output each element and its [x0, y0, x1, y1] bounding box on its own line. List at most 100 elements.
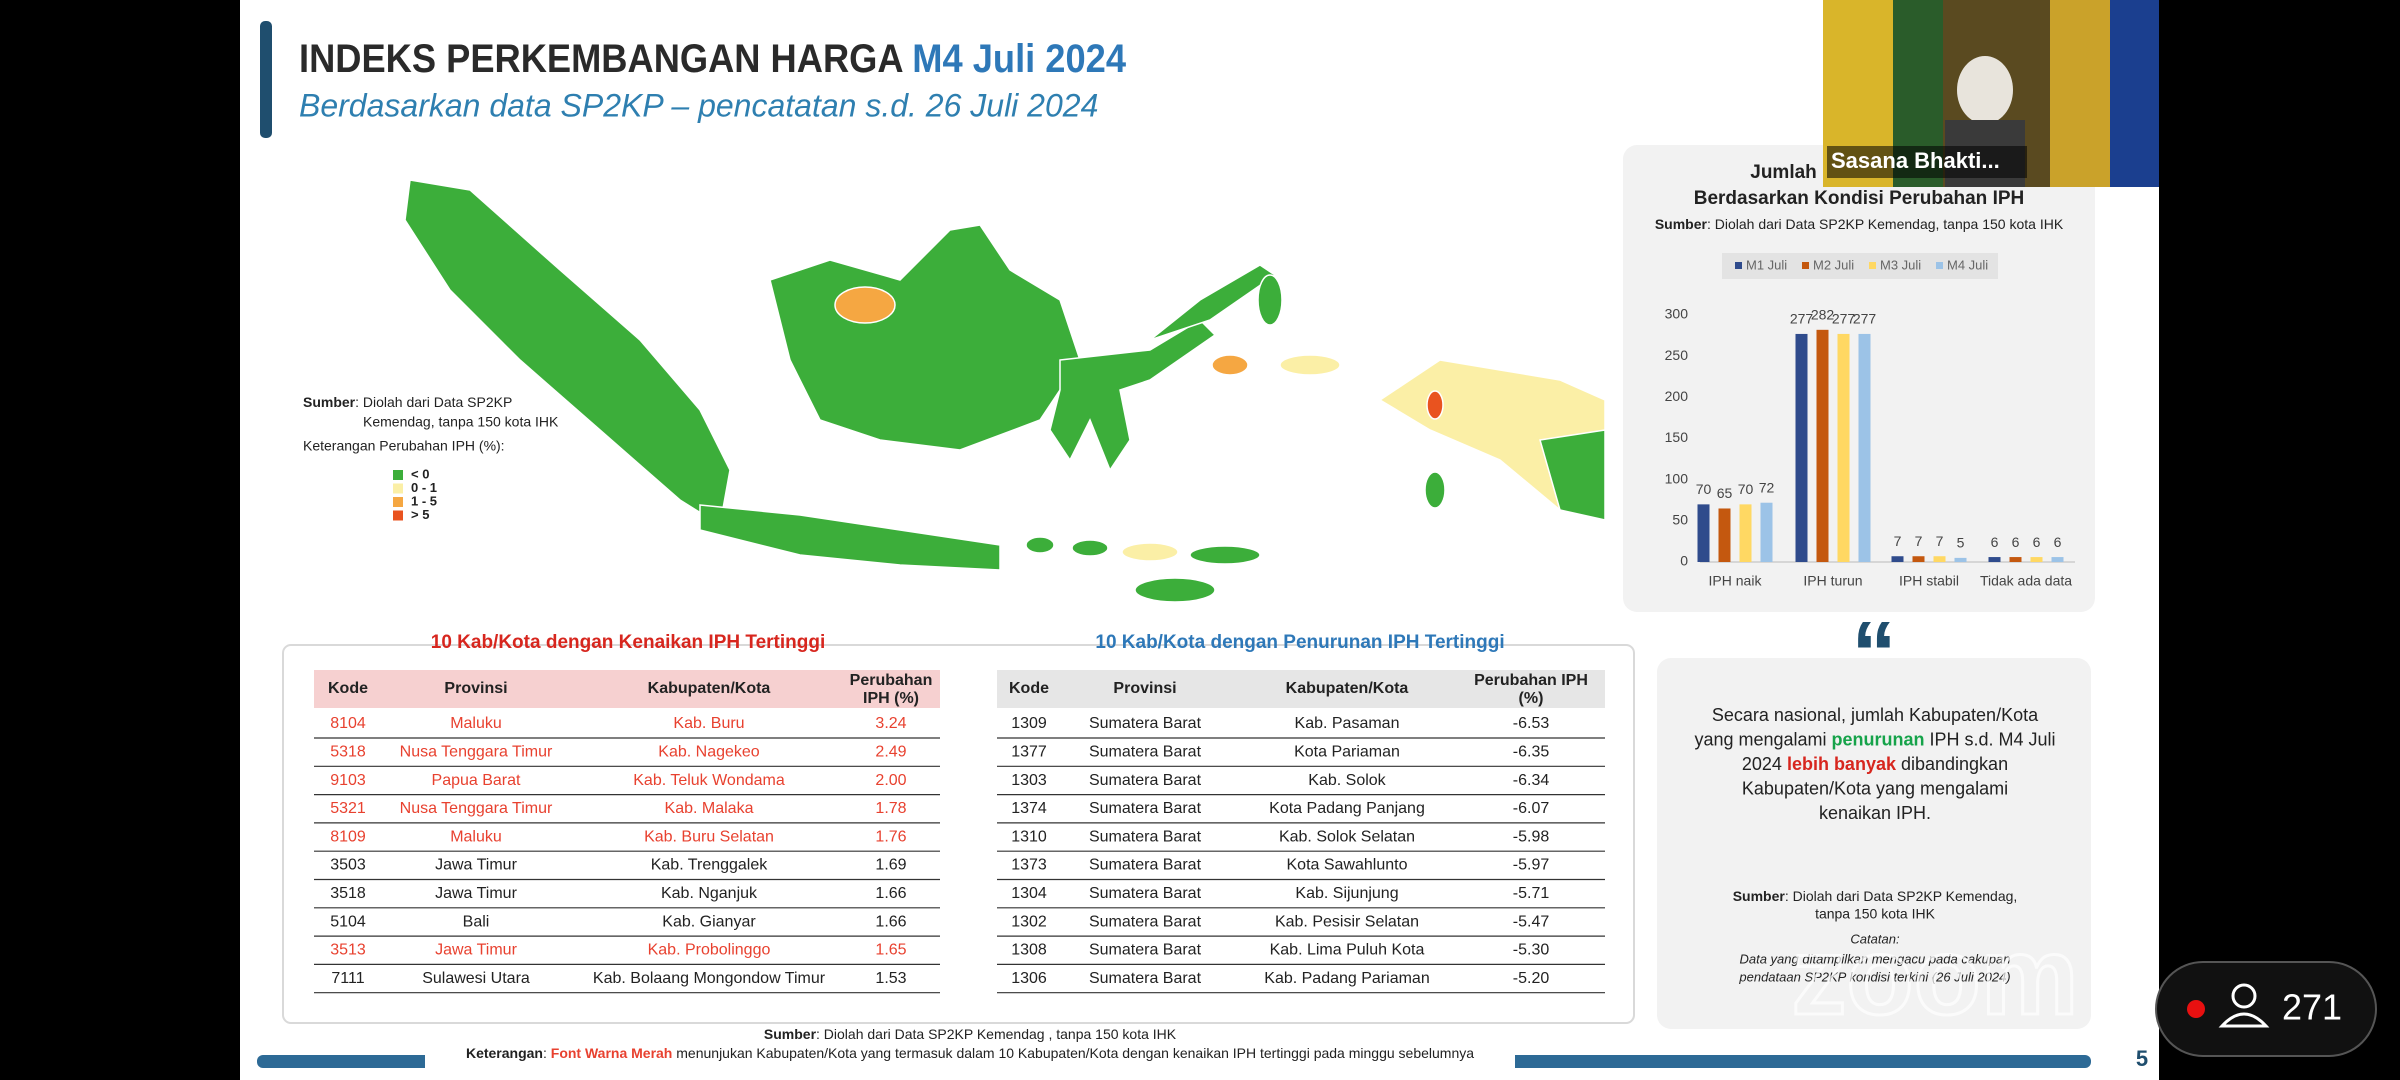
legend-swatch — [393, 510, 403, 521]
legend-label: M1 Juli — [1746, 257, 1787, 272]
table-cell: 1373 — [1011, 857, 1047, 874]
table-cell: 3518 — [330, 885, 366, 902]
table-cell: 1377 — [1011, 744, 1047, 761]
note-panel — [1657, 658, 2091, 1029]
table-cell: Nusa Tenggara Timur — [400, 800, 553, 817]
table-cell: 1374 — [1011, 800, 1047, 817]
y-tick-label: 0 — [1680, 553, 1688, 569]
footer-keterangan-part: Font Warna Merah — [551, 1045, 673, 1061]
participant-count[interactable]: 271 — [2282, 987, 2342, 1028]
table-cell: 8109 — [330, 828, 366, 845]
video-person — [1957, 56, 2013, 124]
slide-subtitle: Berdasarkan data SP2KP – pencatatan s.d.… — [299, 87, 1098, 123]
table-cell: -5.97 — [1513, 857, 1550, 874]
title-main: INDEKS PERKEMBANGAN HARGA — [299, 37, 912, 81]
name-label-bg — [1827, 146, 2027, 178]
bar — [1954, 557, 1967, 562]
y-tick-label: 200 — [1665, 388, 1689, 404]
table-header: Kode — [328, 680, 368, 697]
bar-value-label: 7 — [1915, 533, 1923, 549]
bar — [1933, 556, 1946, 562]
table-header: Provinsi — [1113, 680, 1176, 697]
table-cell: 1310 — [1011, 828, 1047, 845]
note-catatan: Catatan: — [1850, 931, 1900, 946]
table-cell: -5.98 — [1513, 828, 1550, 845]
bar-chart: Sumber: Diolah dari Data SP2KP Kemendag,… — [1655, 216, 2075, 589]
note-line-part: Kabupaten/Kota yang mengalami — [1742, 778, 2008, 798]
table-header: (%) — [1519, 690, 1544, 707]
bar-value-label: 282 — [1811, 307, 1835, 323]
recording-dot — [2187, 1000, 2205, 1018]
table-cell: Jawa Timur — [435, 885, 517, 902]
table-cell: 2.49 — [875, 744, 906, 761]
legend-swatch — [393, 470, 403, 480]
table-cell: 1.69 — [875, 857, 906, 874]
table-cell: Kota Pariaman — [1294, 744, 1400, 761]
map-legend: Sumber: Diolah dari Data SP2KP Kemendag, … — [303, 394, 559, 522]
map-source: Kemendag, tanpa 150 kota IHK — [363, 414, 559, 430]
y-tick-label: 100 — [1665, 470, 1689, 486]
legend-label: 1 - 5 — [411, 493, 437, 508]
note-line-part: 2024 — [1742, 754, 1787, 774]
table-cell: Kota Padang Panjang — [1269, 800, 1425, 817]
map-sulawesi-north — [1149, 264, 1277, 341]
bar — [1837, 333, 1850, 562]
table-header-bg — [314, 670, 940, 708]
bar — [1816, 329, 1829, 562]
footer-source: Sumber: Diolah dari Data SP2KP Kemendag … — [764, 1026, 1177, 1042]
map-region-orange — [834, 286, 896, 324]
table-cell: -6.35 — [1513, 744, 1550, 761]
table-cell: 1.78 — [875, 800, 906, 817]
table-cell: Kab. Padang Pariaman — [1264, 970, 1429, 987]
tables-panel — [282, 644, 1635, 1024]
bar-value-label: 6 — [2012, 534, 2020, 550]
footer-source-part: : Diolah dari Data SP2KP Kemendag , tanp… — [816, 1026, 1177, 1042]
table-cell: Sumatera Barat — [1089, 970, 1202, 987]
table-cell: -5.47 — [1513, 913, 1550, 930]
y-tick-label: 250 — [1665, 347, 1689, 363]
note-line: Secara nasional, jumlah Kabupaten/Kota — [1712, 705, 2039, 725]
note-line: yang mengalami penurunan IPH s.d. M4 Jul… — [1694, 729, 2055, 749]
person-icon — [2218, 1012, 2270, 1028]
bar — [2051, 557, 2064, 562]
note-line-part: yang mengalami — [1694, 729, 1831, 749]
table-cell: -5.71 — [1513, 885, 1550, 902]
bar — [1739, 504, 1752, 562]
participants-pill[interactable] — [2155, 961, 2377, 1057]
table-cell: 5318 — [330, 744, 366, 761]
bar-value-label: 7 — [1894, 533, 1902, 549]
note-source-part: Sumber — [1733, 888, 1786, 904]
table-header: Perubahan — [850, 672, 933, 689]
title-accent — [260, 21, 272, 138]
table-cell: Kab. Trenggalek — [651, 857, 769, 874]
note-line-part: lebih banyak — [1787, 754, 1897, 774]
chart-legend-box — [1722, 253, 1998, 279]
table-cell: Sumatera Barat — [1089, 913, 1202, 930]
table-cell: 1304 — [1011, 885, 1047, 902]
legend-label: M4 Juli — [1947, 257, 1988, 272]
bar-value-label: 65 — [1717, 485, 1733, 501]
note-line: Kabupaten/Kota yang mengalami — [1742, 778, 2008, 798]
table-header: IPH (%) — [863, 690, 919, 707]
table-cell: Kab. Buru Selatan — [644, 828, 774, 845]
table-cell: Kota Sawahlunto — [1287, 857, 1408, 874]
table-cell: 2.00 — [875, 772, 906, 789]
legend-label: > 5 — [411, 507, 429, 522]
legend-label: < 0 — [411, 466, 429, 481]
map-source-part: : Diolah dari Data SP2KP — [355, 394, 512, 410]
map-seram — [1279, 354, 1341, 376]
chart-source-part: Sumber — [1655, 216, 1708, 232]
map-lombok — [1071, 539, 1109, 557]
legend-label: M3 Juli — [1880, 257, 1921, 272]
video-flag — [2110, 0, 2159, 187]
table-cell: 1309 — [1011, 715, 1047, 732]
participants-button[interactable]: 271 — [2155, 961, 2377, 1057]
tables: 10 Kab/Kota dengan Kenaikan IPH Tertingg… — [314, 632, 1605, 994]
map-source-part: Sumber — [303, 394, 356, 410]
bar — [1718, 508, 1731, 562]
table-cell: 3513 — [330, 942, 366, 959]
video-flag — [2050, 0, 2110, 187]
bar-value-label: 7 — [1936, 533, 1944, 549]
bar — [1795, 333, 1808, 562]
